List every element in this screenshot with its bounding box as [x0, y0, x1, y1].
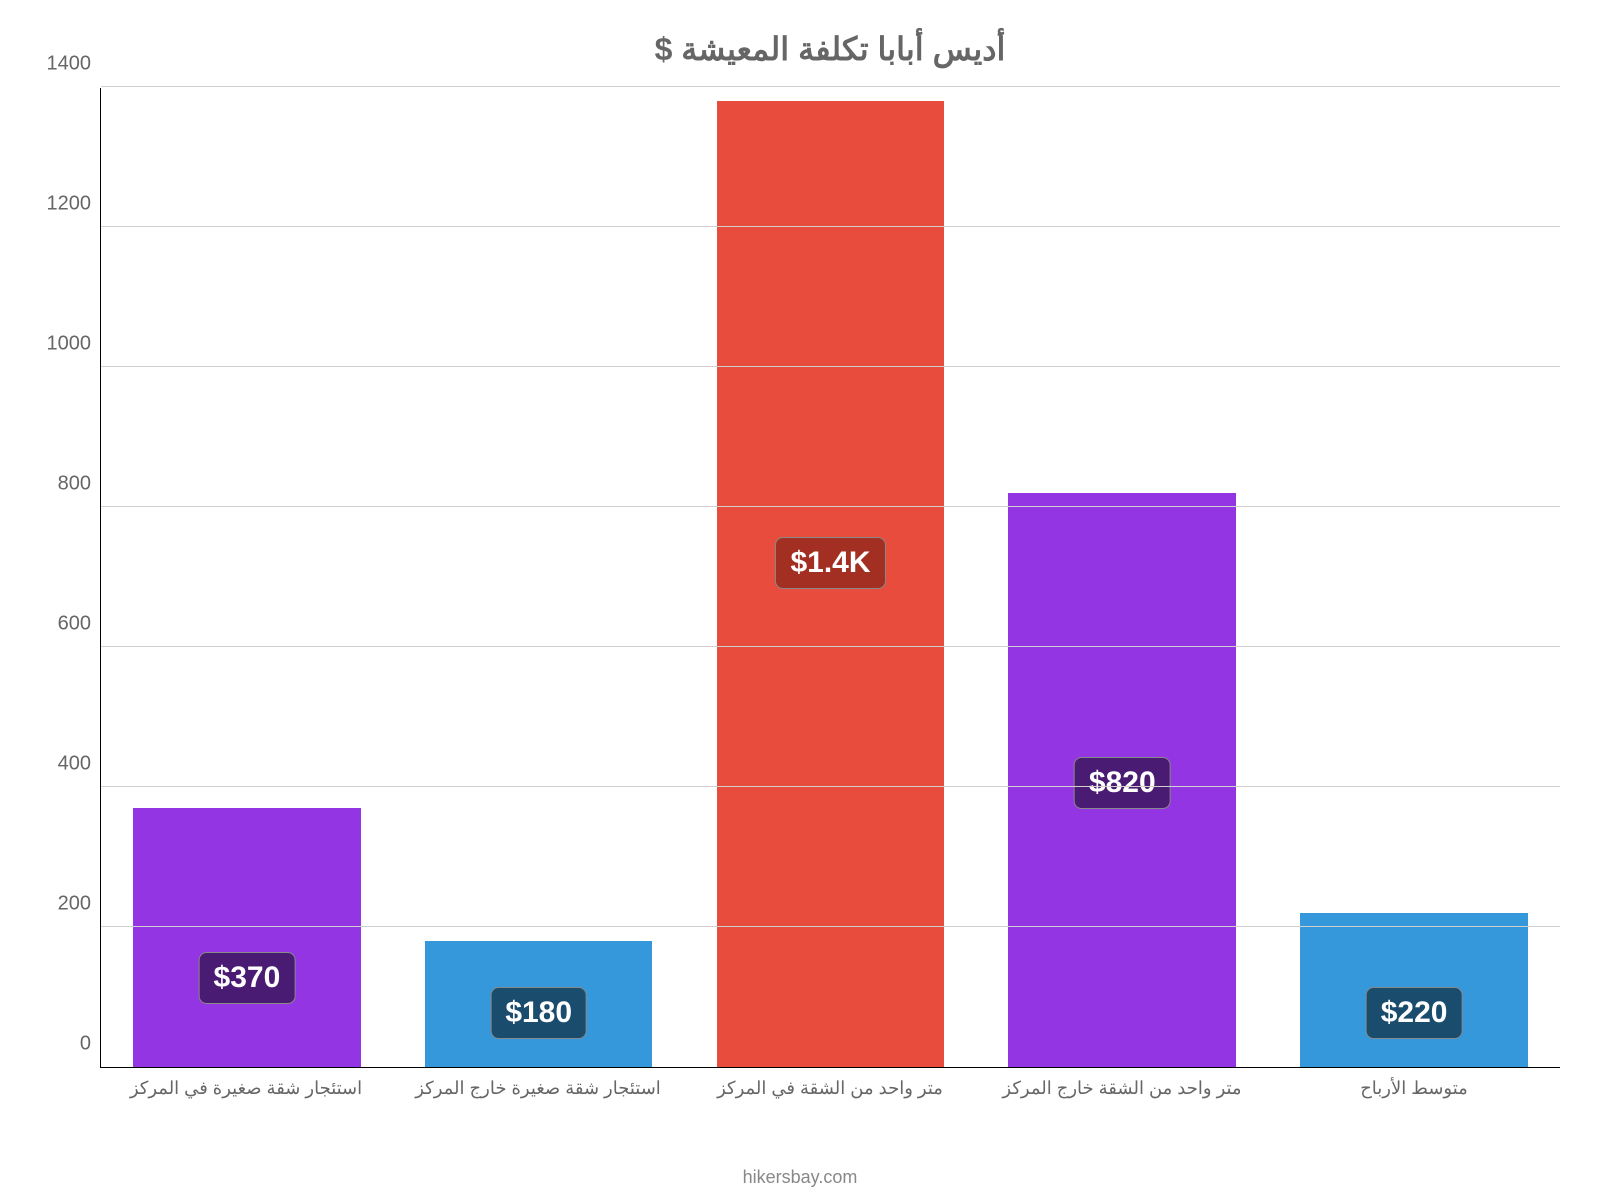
x-axis-label: متوسط الأرباح: [1268, 1068, 1560, 1099]
gridline: [101, 786, 1560, 787]
gridline: [101, 646, 1560, 647]
value-badge: $370: [199, 952, 296, 1004]
gridline: [101, 506, 1560, 507]
bars-container: $370 $180 $1.4K $820 $220: [101, 88, 1560, 1067]
value-badge: $820: [1074, 757, 1171, 809]
x-axis-label: متر واحد من الشقة خارج المركز: [976, 1068, 1268, 1099]
y-tick-label: 200: [58, 893, 101, 916]
bar: $180: [425, 941, 653, 1067]
bar-slot: $180: [393, 88, 685, 1067]
y-tick-label: 1200: [47, 193, 102, 216]
x-axis-labels: استئجار شقة صغيرة في المركزاستئجار شقة ص…: [100, 1068, 1560, 1099]
y-tick-label: 0: [80, 1033, 101, 1056]
plot-area: $370$180$1.4K$820$220 020040060080010001…: [100, 88, 1560, 1068]
bar: $1.4K: [717, 101, 945, 1067]
gridline: [101, 86, 1560, 87]
chart-title: أديس أبابا تكلفة المعيشة $: [100, 30, 1560, 68]
x-axis-label: استئجار شقة صغيرة في المركز: [100, 1068, 392, 1099]
bar-slot: $370: [101, 88, 393, 1067]
bar-slot: $220: [1268, 88, 1560, 1067]
gridline: [101, 226, 1560, 227]
value-badge: $220: [1366, 987, 1463, 1039]
y-tick-label: 1000: [47, 333, 102, 356]
bar-slot: $820: [976, 88, 1268, 1067]
gridline: [101, 926, 1560, 927]
gridline: [101, 366, 1560, 367]
y-tick-label: 800: [58, 473, 101, 496]
y-tick-label: 600: [58, 613, 101, 636]
bar: $820: [1008, 493, 1236, 1067]
bar-slot: $1.4K: [685, 88, 977, 1067]
bar: $220: [1300, 913, 1528, 1067]
value-badge: $180: [490, 987, 587, 1039]
x-axis-label: متر واحد من الشقة في المركز: [684, 1068, 976, 1099]
cost-of-living-chart: أديس أبابا تكلفة المعيشة $ $370 $180 $1.4K…: [0, 0, 1600, 1200]
y-tick-label: 400: [58, 753, 101, 776]
footer-credit: hikersbay.com: [0, 1167, 1600, 1188]
value-badge: $1.4K: [775, 537, 885, 589]
bar: $370: [133, 808, 361, 1067]
x-axis-label: استئجار شقة صغيرة خارج المركز: [392, 1068, 684, 1099]
y-tick-label: 1400: [47, 53, 102, 76]
